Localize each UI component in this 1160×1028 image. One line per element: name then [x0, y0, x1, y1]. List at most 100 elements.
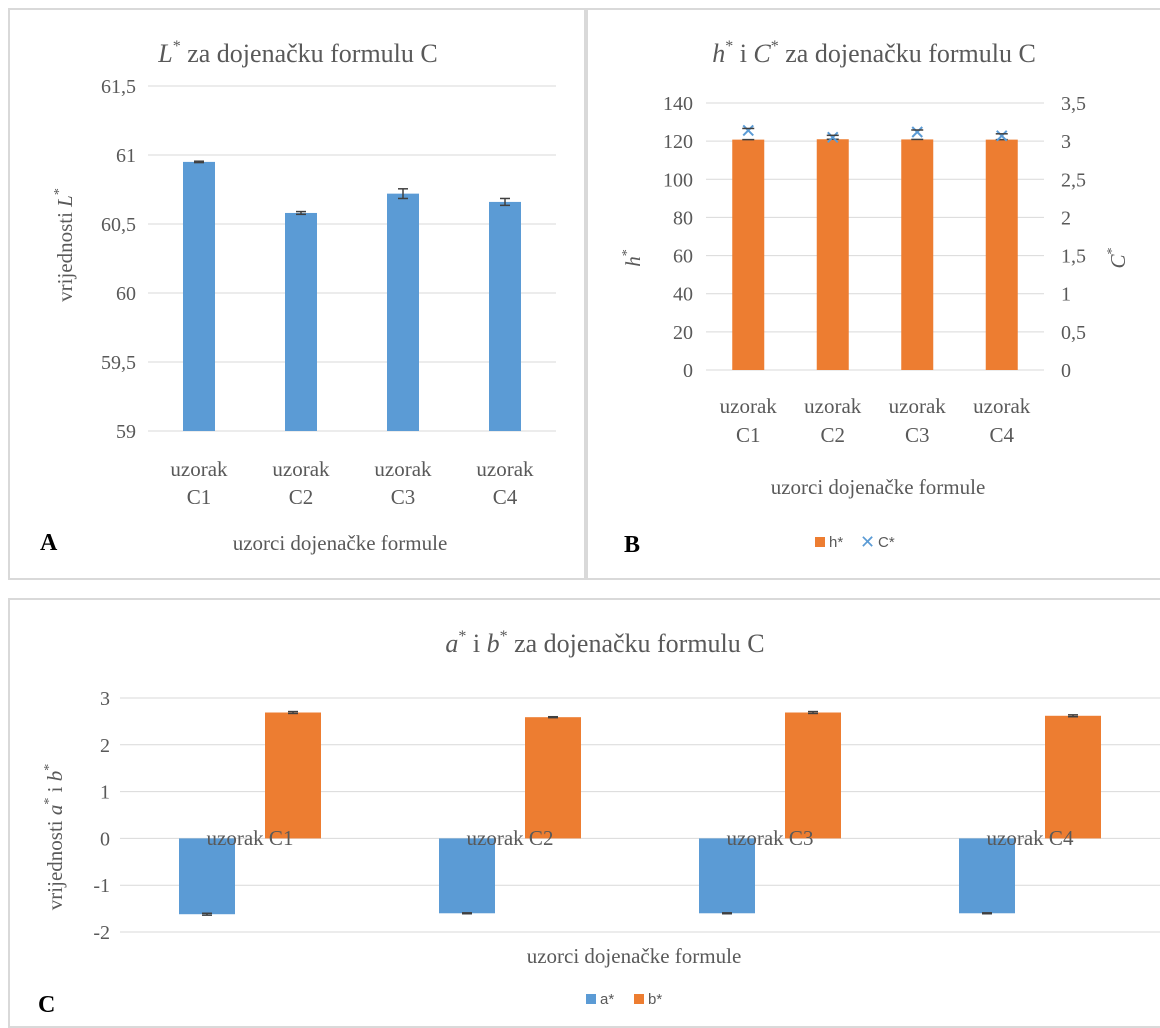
y-tick-label-left: 0 — [683, 360, 693, 382]
chart-c-title: a* i b* za dojenačku formulu C — [445, 628, 764, 658]
error-bar-a-4 — [982, 912, 992, 915]
y-tick-label-right: 2,5 — [1061, 169, 1086, 191]
bar-a-2 — [439, 838, 495, 914]
x-category-label: uzorak C2 — [804, 394, 862, 447]
y-tick-label: 61 — [116, 145, 136, 167]
x-category-label: uzorak C2 — [467, 826, 554, 850]
panel-b: h* i C* za dojenačku formulu C 0 20 40 60 80… — [586, 8, 1160, 580]
bar-a-3 — [699, 838, 755, 914]
error-bar-b-3 — [808, 710, 818, 715]
y-tick-label: -2 — [93, 922, 110, 944]
bar-h-3 — [901, 139, 934, 370]
error-bar-l-2 — [296, 210, 306, 216]
y-tick-label: 0 — [100, 828, 110, 850]
error-bar-a-3 — [722, 912, 732, 915]
bar-h-1 — [732, 139, 765, 370]
chart-a: L* za dojenačku formulu C 59 59,5 60 60,5 61… — [40, 38, 556, 556]
y-tick-label: 1 — [100, 782, 110, 804]
y-tick-label: -1 — [93, 875, 110, 897]
x-category-label: uzorak C3 — [374, 457, 432, 509]
y-tick-label: 59 — [116, 421, 136, 443]
y-tick-label-left: 140 — [663, 93, 693, 115]
y-tick-label-right: 2 — [1061, 207, 1071, 229]
legend-label-c: C* — [878, 534, 895, 551]
y-tick-label-right: 0 — [1061, 360, 1071, 382]
y-tick-label: 60,5 — [101, 214, 136, 236]
bar-b-2 — [525, 717, 581, 839]
legend-swatch-a — [586, 994, 596, 1004]
x-category-label: uzorak C4 — [973, 394, 1031, 447]
chart-a-ylabel: vrijednosti L* — [52, 188, 77, 302]
bar-h-4 — [985, 139, 1018, 370]
y-tick-label-right: 3,5 — [1061, 93, 1086, 115]
legend-label-b: b* — [648, 991, 662, 1008]
legend-swatch-h — [815, 537, 825, 547]
y-tick-label: 2 — [100, 735, 110, 757]
chart-c-ylabel: vrijednosti a* i b* — [42, 764, 67, 910]
y-tick-label-left: 100 — [663, 169, 693, 191]
marker-c-1 — [742, 124, 755, 137]
panel-c-letter: C — [38, 992, 55, 1018]
y-tick-label: 61,5 — [101, 76, 136, 98]
y-tick-label-right: 3 — [1061, 131, 1071, 153]
x-category-label: uzorak C2 — [272, 457, 330, 509]
bar-a-4 — [959, 838, 1015, 914]
y-tick-label-left: 60 — [673, 246, 693, 268]
x-category-label: uzorak C4 — [476, 457, 534, 509]
chart-b-ylabel-right: C* — [1105, 247, 1130, 268]
bar-l-4 — [489, 201, 521, 431]
y-tick-label-right: 1,5 — [1061, 246, 1086, 268]
error-bar-l-4 — [500, 197, 510, 207]
x-category-label: uzorak C3 — [889, 394, 947, 447]
legend-label-h: h* — [829, 534, 843, 551]
x-category-label: uzorak C1 — [170, 457, 228, 509]
error-bar-b-2 — [548, 715, 558, 719]
panel-c: a* i b* za dojenačku formulu C -2 -1 0 1 2 3 … — [8, 598, 1160, 1028]
legend-label-a: a* — [600, 991, 614, 1008]
bar-b-1 — [265, 712, 321, 839]
chart-b-ylabel-left: h* — [620, 249, 645, 267]
panel-b-letter: B — [624, 532, 640, 558]
chart-c-legend: a* b* — [586, 991, 662, 1008]
x-category-label: uzorak C1 — [720, 394, 778, 447]
y-tick-label-left: 40 — [673, 284, 693, 306]
y-tick-label-right: 1 — [1061, 284, 1071, 306]
chart-a-title: L* za dojenačku formulu C — [157, 38, 438, 68]
error-bar-l-3 — [398, 188, 408, 200]
marker-c-2 — [826, 131, 839, 144]
x-category-label: uzorak C3 — [727, 826, 814, 850]
bar-b-4 — [1045, 715, 1101, 839]
error-bar-l-1 — [194, 160, 204, 164]
chart-b: h* i C* za dojenačku formulu C 020406080… — [620, 38, 1130, 558]
error-bar-a-1 — [202, 912, 212, 916]
y-tick-label-left: 80 — [673, 207, 693, 229]
y-tick-label: 3 — [100, 688, 110, 710]
error-bar-b-4 — [1068, 714, 1078, 718]
chart-b-xlabel: uzorci dojenačke formule — [771, 475, 986, 499]
y-tick-label-right: 0,5 — [1061, 322, 1086, 344]
bar-l-2 — [285, 212, 317, 431]
chart-a-xlabel: uzorci dojenačke formule — [233, 531, 448, 555]
bar-l-1 — [183, 161, 215, 431]
marker-c-4 — [995, 130, 1008, 142]
panel-a-letter: A — [40, 530, 58, 556]
chart-b-legend: h* ✕ C* — [815, 532, 895, 552]
y-tick-label: 60 — [116, 283, 136, 305]
y-tick-label-left: 120 — [663, 131, 693, 153]
x-category-label: uzorak C1 — [207, 826, 294, 850]
x-category-label: uzorak C4 — [987, 826, 1074, 850]
legend-swatch-b — [634, 994, 644, 1004]
bar-h-2 — [816, 139, 849, 370]
bar-b-3 — [785, 712, 841, 839]
bar-l-3 — [387, 193, 419, 431]
error-bar-a-2 — [462, 912, 472, 915]
error-bar-b-1 — [288, 710, 298, 715]
bar-a-1 — [179, 838, 235, 915]
chart-b-title: h* i C* za dojenačku formulu C — [712, 38, 1036, 68]
chart-c-xlabel: uzorci dojenačke formule — [527, 944, 742, 968]
panel-a: L* za dojenačku formulu C 59 59,5 60 60,5 61… — [8, 8, 586, 580]
y-tick-label: 59,5 — [101, 352, 136, 374]
marker-c-3 — [911, 126, 924, 138]
chart-c: a* i b* za dojenačku formulu C -2-10123 … — [38, 628, 1160, 1018]
legend-marker-c: ✕ — [860, 532, 875, 552]
